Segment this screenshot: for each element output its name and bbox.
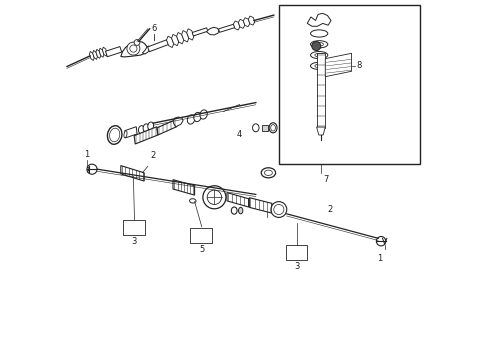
Ellipse shape bbox=[190, 199, 196, 203]
Circle shape bbox=[271, 202, 287, 217]
Polygon shape bbox=[176, 32, 184, 44]
Ellipse shape bbox=[315, 53, 323, 57]
Polygon shape bbox=[317, 53, 325, 128]
Polygon shape bbox=[248, 16, 255, 25]
Polygon shape bbox=[244, 18, 250, 27]
Ellipse shape bbox=[265, 170, 272, 175]
Text: 2: 2 bbox=[327, 205, 332, 214]
Polygon shape bbox=[249, 198, 272, 213]
Bar bbox=[190, 228, 212, 243]
Ellipse shape bbox=[107, 126, 122, 144]
Ellipse shape bbox=[269, 123, 277, 133]
Polygon shape bbox=[307, 13, 331, 26]
Bar bbox=[123, 220, 145, 235]
Ellipse shape bbox=[187, 115, 195, 124]
Polygon shape bbox=[167, 36, 173, 48]
Text: 5: 5 bbox=[199, 245, 204, 254]
Polygon shape bbox=[121, 166, 144, 181]
Text: 1: 1 bbox=[377, 254, 383, 263]
Polygon shape bbox=[105, 46, 122, 57]
Ellipse shape bbox=[124, 131, 127, 138]
Ellipse shape bbox=[110, 128, 120, 142]
Polygon shape bbox=[134, 127, 158, 144]
Ellipse shape bbox=[194, 112, 201, 122]
Ellipse shape bbox=[252, 124, 259, 132]
Circle shape bbox=[274, 204, 284, 215]
Polygon shape bbox=[219, 24, 235, 32]
Polygon shape bbox=[143, 46, 149, 54]
Polygon shape bbox=[325, 53, 351, 77]
Polygon shape bbox=[227, 193, 248, 207]
Ellipse shape bbox=[138, 126, 144, 134]
Polygon shape bbox=[317, 127, 325, 135]
Polygon shape bbox=[187, 29, 194, 40]
Ellipse shape bbox=[315, 64, 323, 68]
Text: 6: 6 bbox=[151, 24, 157, 33]
Text: 4: 4 bbox=[237, 130, 242, 139]
Polygon shape bbox=[93, 50, 98, 59]
Circle shape bbox=[127, 42, 140, 55]
Polygon shape bbox=[206, 27, 219, 35]
Ellipse shape bbox=[143, 124, 149, 132]
Polygon shape bbox=[121, 41, 147, 57]
Ellipse shape bbox=[239, 207, 243, 214]
Ellipse shape bbox=[200, 110, 207, 119]
Circle shape bbox=[207, 190, 221, 204]
Polygon shape bbox=[192, 28, 208, 36]
Polygon shape bbox=[172, 34, 179, 46]
Ellipse shape bbox=[312, 42, 321, 51]
Ellipse shape bbox=[311, 51, 328, 59]
Text: 3: 3 bbox=[132, 237, 137, 246]
Text: 2: 2 bbox=[150, 151, 156, 160]
Ellipse shape bbox=[311, 41, 328, 48]
Bar bbox=[286, 245, 307, 260]
Ellipse shape bbox=[231, 207, 237, 214]
Ellipse shape bbox=[148, 122, 153, 130]
Polygon shape bbox=[125, 127, 137, 138]
Text: 1: 1 bbox=[84, 150, 89, 159]
Ellipse shape bbox=[271, 125, 275, 131]
Polygon shape bbox=[173, 117, 183, 127]
Text: 3: 3 bbox=[294, 262, 300, 271]
Polygon shape bbox=[157, 120, 176, 135]
Polygon shape bbox=[90, 51, 94, 60]
Text: 8: 8 bbox=[356, 62, 362, 71]
Circle shape bbox=[203, 186, 226, 209]
Polygon shape bbox=[239, 19, 245, 28]
Text: 7: 7 bbox=[324, 175, 329, 184]
Circle shape bbox=[87, 164, 97, 174]
Bar bbox=[279, 5, 419, 164]
Polygon shape bbox=[233, 21, 240, 30]
Ellipse shape bbox=[311, 62, 328, 69]
Circle shape bbox=[376, 237, 386, 246]
Circle shape bbox=[134, 40, 140, 45]
Polygon shape bbox=[147, 40, 169, 52]
Polygon shape bbox=[96, 49, 100, 58]
Polygon shape bbox=[102, 47, 107, 56]
Ellipse shape bbox=[311, 30, 328, 37]
Polygon shape bbox=[182, 31, 189, 42]
Bar bbox=[262, 125, 268, 131]
Circle shape bbox=[130, 45, 137, 52]
Polygon shape bbox=[99, 48, 104, 57]
Ellipse shape bbox=[315, 42, 323, 46]
Polygon shape bbox=[173, 180, 195, 195]
Ellipse shape bbox=[261, 168, 275, 178]
